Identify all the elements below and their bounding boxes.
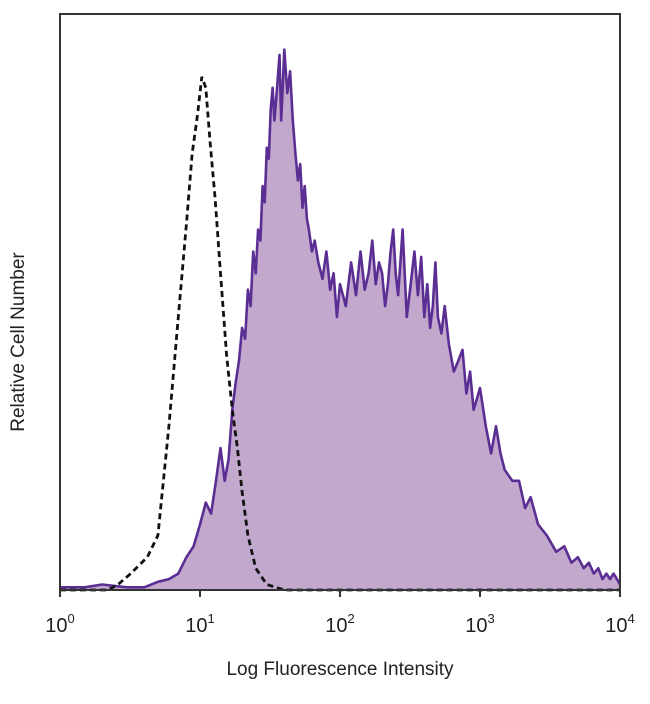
x-tick-label: 103 bbox=[465, 611, 494, 637]
x-axis: 100 101 102 103 104 bbox=[45, 590, 635, 637]
x-tick-label: 102 bbox=[325, 611, 354, 637]
plot-area bbox=[60, 48, 622, 592]
x-tick-label: 100 bbox=[45, 611, 74, 637]
x-tick-label: 104 bbox=[605, 611, 634, 637]
sample-histogram-line bbox=[60, 48, 622, 589]
x-axis-title: Log Fluorescence Intensity bbox=[226, 659, 454, 680]
y-axis-title: Relative Cell Number bbox=[8, 252, 29, 432]
x-tick-label: 101 bbox=[185, 611, 214, 637]
isotype-control-line bbox=[60, 76, 620, 592]
sample-histogram-fill bbox=[60, 49, 620, 590]
